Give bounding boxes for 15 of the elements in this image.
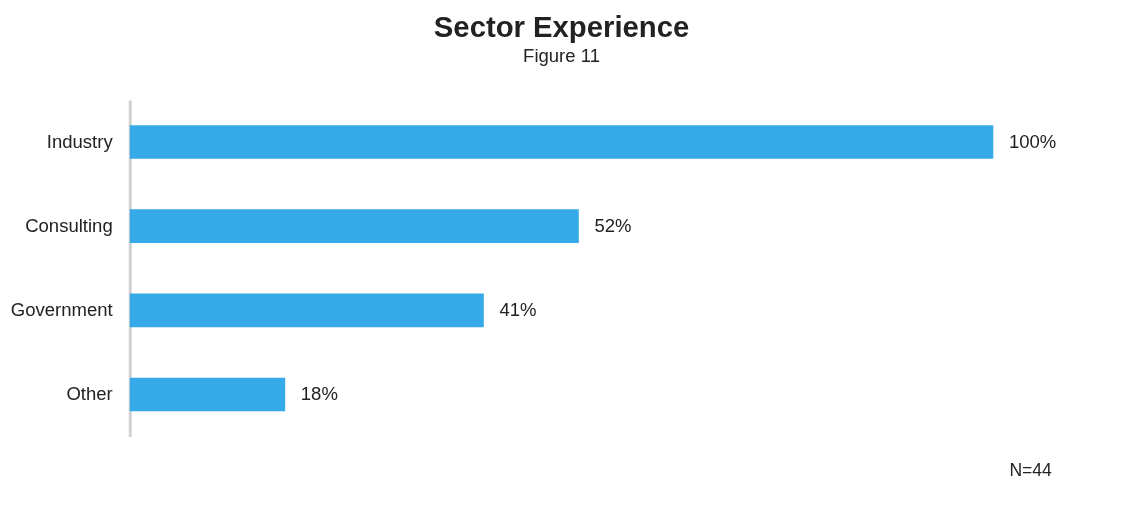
bar <box>129 377 286 412</box>
y-tick-label: Government <box>10 299 114 321</box>
data-label: 52% <box>594 215 632 237</box>
data-label: 41% <box>499 299 537 321</box>
y-tick-label: Other <box>66 383 113 405</box>
bar <box>129 293 484 328</box>
chart-title: Sector Experience <box>433 11 690 44</box>
y-tick-label: Consulting <box>25 215 113 237</box>
y-tick-label: Industry <box>46 130 114 152</box>
text: N=44 <box>1009 459 1053 480</box>
bar <box>129 125 994 159</box>
data-label: 18% <box>300 383 338 405</box>
data-label: 100% <box>1008 130 1057 152</box>
chart-subtitle: Figure 11 <box>523 44 600 66</box>
bar <box>129 209 579 243</box>
